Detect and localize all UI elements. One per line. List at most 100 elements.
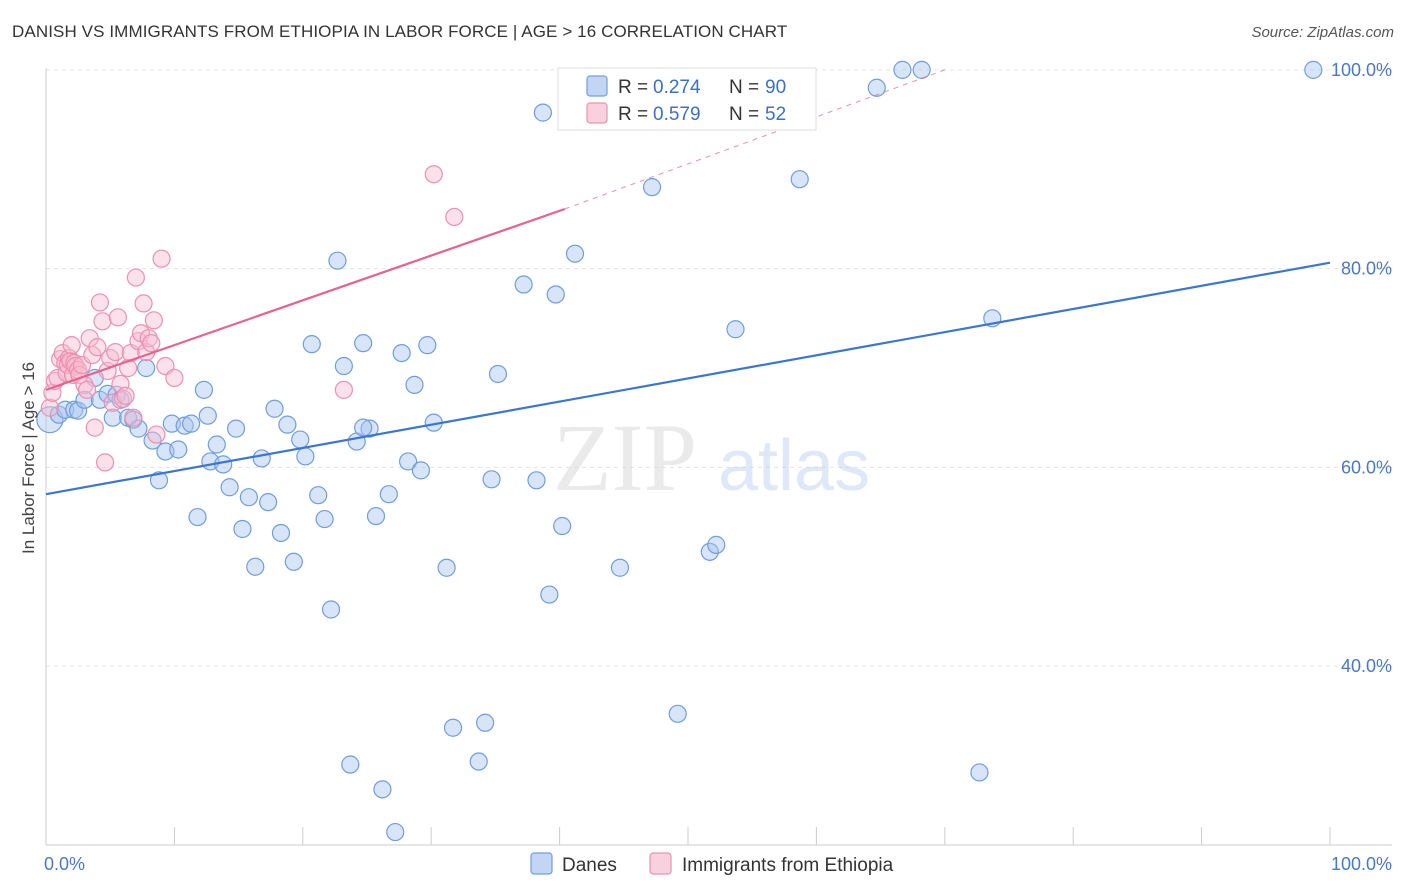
danes-point bbox=[443, 718, 463, 737]
trend-lines bbox=[45, 69, 1331, 496]
danes-point bbox=[309, 486, 328, 505]
danes-point bbox=[527, 471, 546, 490]
ethiopia-point bbox=[116, 386, 135, 405]
watermark-zip: ZIP bbox=[553, 404, 697, 511]
danes-point bbox=[226, 419, 246, 438]
ethiopia-trend-extension bbox=[564, 69, 945, 210]
danes-point bbox=[233, 519, 252, 539]
ethiopia-point bbox=[144, 311, 163, 330]
ethiopia-point bbox=[124, 408, 143, 427]
danes-point bbox=[610, 558, 630, 577]
danes-point bbox=[405, 375, 424, 394]
ethiopia-point bbox=[85, 418, 104, 437]
grid-lines bbox=[46, 69, 1392, 667]
legend-n-label-ethiopia: N = bbox=[729, 104, 759, 125]
danes-point bbox=[137, 358, 156, 378]
danes-point bbox=[379, 485, 398, 504]
ethiopia-point bbox=[90, 293, 110, 312]
danes-point bbox=[565, 244, 585, 263]
danes-point bbox=[278, 415, 297, 434]
bottom-legend-swatch-danes bbox=[530, 852, 553, 875]
danes-point bbox=[169, 440, 188, 459]
watermark-atlas: atlas bbox=[718, 426, 870, 506]
ethiopia-point bbox=[334, 380, 353, 399]
danes-point bbox=[392, 343, 411, 363]
danes-point bbox=[284, 552, 303, 571]
ethiopia-point bbox=[95, 453, 115, 472]
danes-trend-line bbox=[45, 261, 1331, 496]
tick-labels: 40.0% 60.0% 80.0% 100.0% 0.0% 100.0% bbox=[44, 60, 1392, 874]
ethiopia-point bbox=[77, 380, 97, 399]
legend-r-label-ethiopia: R = bbox=[618, 104, 648, 125]
danes-point bbox=[700, 542, 719, 561]
ethiopia-points bbox=[40, 165, 464, 472]
danes-point bbox=[418, 336, 437, 355]
bottom-legend: Danes Immigrants from Ethiopia bbox=[530, 852, 894, 876]
ethiopia-point bbox=[424, 165, 443, 184]
danes-point bbox=[149, 471, 169, 490]
bottom-legend-swatch-ethiopia bbox=[649, 852, 672, 875]
danes-point bbox=[488, 364, 508, 384]
danes-point bbox=[68, 401, 88, 420]
danes-point bbox=[239, 488, 258, 507]
legend-n-label-danes: N = bbox=[729, 77, 759, 98]
ethiopia-point bbox=[139, 329, 158, 348]
danes-point bbox=[366, 506, 386, 526]
danes-point bbox=[482, 470, 501, 489]
ethiopia-point bbox=[142, 334, 161, 353]
ethiopia-point bbox=[62, 336, 81, 355]
danes-point bbox=[354, 334, 373, 353]
chart-title: DANISH VS IMMIGRANTS FROM ETHIOPIA IN LA… bbox=[12, 22, 788, 41]
y-tick-label: 40.0% bbox=[1341, 656, 1392, 676]
bottom-legend-danes: Danes bbox=[562, 855, 617, 876]
legend-n-value-danes: 90 bbox=[765, 77, 786, 98]
danes-point bbox=[912, 60, 931, 79]
danes-point bbox=[373, 780, 392, 799]
danes-point bbox=[1304, 60, 1323, 79]
ethiopia-point bbox=[134, 294, 153, 313]
ethiopia-point bbox=[113, 389, 133, 408]
danes-point bbox=[893, 60, 912, 79]
watermark: ZIP atlas bbox=[553, 404, 870, 511]
legend-n-value-ethiopia: 52 bbox=[765, 104, 786, 125]
danes-point bbox=[259, 493, 278, 512]
ethiopia-point bbox=[147, 425, 166, 444]
danes-point bbox=[514, 275, 533, 294]
danes-point bbox=[341, 755, 360, 774]
danes-point bbox=[129, 419, 148, 438]
legend-swatch-ethiopia bbox=[586, 102, 608, 124]
danes-point bbox=[668, 704, 687, 723]
ethiopia-point bbox=[445, 207, 464, 227]
danes-point bbox=[302, 335, 321, 354]
danes-point bbox=[103, 408, 122, 427]
danes-point bbox=[265, 399, 284, 418]
danes-point bbox=[540, 585, 559, 604]
danes-point bbox=[291, 430, 310, 449]
ethiopia-point bbox=[40, 398, 59, 417]
danes-point bbox=[328, 251, 347, 270]
danes-point bbox=[642, 178, 662, 197]
danes-point bbox=[271, 523, 291, 543]
legend-r-label-danes: R = bbox=[618, 77, 648, 98]
ethiopia-point bbox=[165, 368, 184, 388]
danes-point bbox=[546, 285, 565, 304]
legend-r-value-danes: 0.274 bbox=[653, 77, 701, 98]
axes bbox=[45, 68, 1392, 846]
danes-point bbox=[321, 600, 341, 619]
chart-source: Source: ZipAtlas.com bbox=[1251, 24, 1394, 41]
danes-point bbox=[198, 406, 217, 425]
danes-point bbox=[411, 461, 431, 480]
danes-point bbox=[398, 452, 418, 471]
danes-point bbox=[246, 557, 265, 576]
legend: R = 0.274 N = 90 R = 0.579 N = 52 bbox=[557, 67, 817, 131]
danes-point bbox=[334, 356, 353, 376]
ethiopia-point bbox=[126, 268, 145, 287]
danes-point bbox=[296, 447, 315, 466]
danes-point bbox=[533, 103, 553, 122]
danes-point bbox=[707, 535, 726, 554]
y-tick-label: 60.0% bbox=[1341, 457, 1392, 477]
danes-point bbox=[437, 558, 456, 577]
danes-point bbox=[970, 763, 989, 782]
ethiopia-point bbox=[88, 338, 107, 357]
